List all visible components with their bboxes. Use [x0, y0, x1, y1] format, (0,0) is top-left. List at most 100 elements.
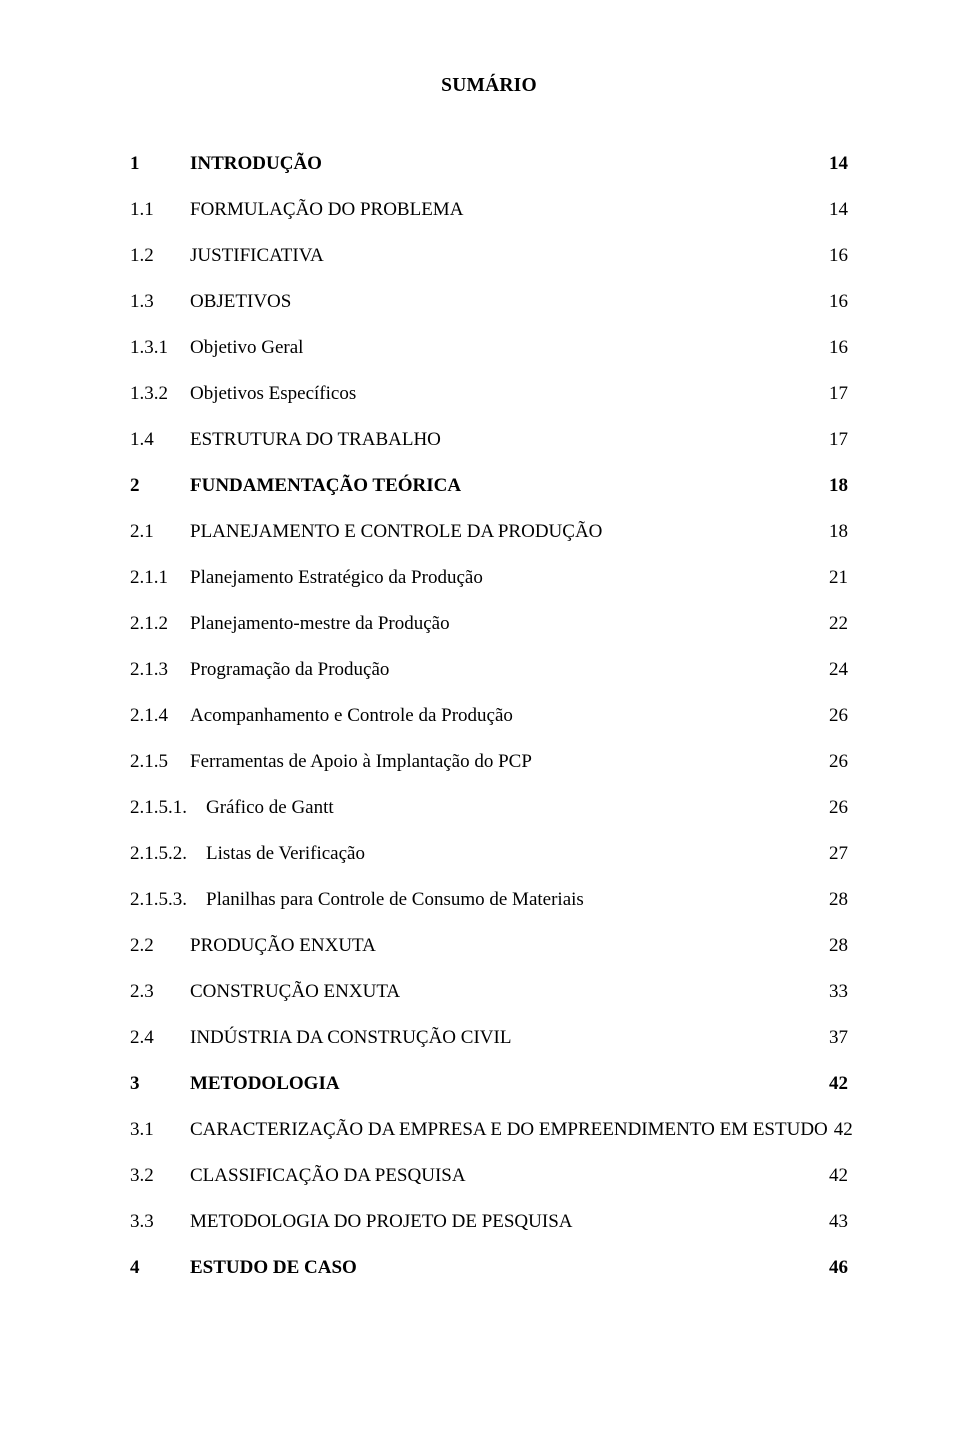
- toc-entry-page: 26: [829, 752, 848, 771]
- toc-entry: 2.1.5Ferramentas de Apoio à Implantação …: [130, 752, 848, 771]
- toc-entry-page: 17: [829, 430, 848, 449]
- toc-entry-label: JUSTIFICATIVA: [190, 246, 324, 265]
- toc-entry-label: CLASSIFICAÇÃO DA PESQUISA: [190, 1166, 466, 1185]
- toc-entry-page: 18: [829, 522, 848, 541]
- toc-entry-number: 2.1.5.1.: [130, 798, 206, 817]
- toc-entry-page: 14: [829, 154, 848, 173]
- toc-entry-page: 16: [829, 338, 848, 357]
- toc-entry-label: PRODUÇÃO ENXUTA: [190, 936, 376, 955]
- toc-entry: 2.3CONSTRUÇÃO ENXUTA 33: [130, 982, 848, 1001]
- toc-entry-label: FORMULAÇÃO DO PROBLEMA: [190, 200, 463, 219]
- toc-entry: 2.1.2Planejamento-mestre da Produção 22: [130, 614, 848, 633]
- toc-entry: 2.1.5.1.Gráfico de Gantt 26: [130, 798, 848, 817]
- toc-entry: 2.4INDÚSTRIA DA CONSTRUÇÃO CIVIL 37: [130, 1028, 848, 1047]
- toc-entry-label: METODOLOGIA: [190, 1074, 340, 1093]
- toc-entry-label: ESTUDO DE CASO: [190, 1258, 357, 1277]
- toc-entry: 2.1.4Acompanhamento e Controle da Produç…: [130, 706, 848, 725]
- toc-entry-number: 1.3: [130, 292, 190, 311]
- toc-entry-label: PLANEJAMENTO E CONTROLE DA PRODUÇÃO: [190, 522, 602, 541]
- toc-entry-label: OBJETIVOS: [190, 292, 291, 311]
- toc-entry-number: 1.3.2: [130, 384, 190, 403]
- toc-entry-number: 3.3: [130, 1212, 190, 1231]
- toc-entry-number: 1.3.1: [130, 338, 190, 357]
- toc-entry-page: 43: [829, 1212, 848, 1231]
- toc-entry-number: 1: [130, 154, 190, 173]
- toc-entry-number: 2.3: [130, 982, 190, 1001]
- toc-entry-label: INDÚSTRIA DA CONSTRUÇÃO CIVIL: [190, 1028, 511, 1047]
- toc-entry-page: 42: [829, 1074, 848, 1093]
- toc-entry-label: METODOLOGIA DO PROJETO DE PESQUISA: [190, 1212, 573, 1231]
- toc-entry-page: 22: [829, 614, 848, 633]
- toc-entry-label: FUNDAMENTAÇÃO TEÓRICA: [190, 476, 461, 495]
- toc-entry-number: 4: [130, 1258, 190, 1277]
- toc-entry: 2.1.5.2.Listas de Verificação 27: [130, 844, 848, 863]
- toc-entry-page: 42: [834, 1120, 853, 1139]
- toc-entry: 3METODOLOGIA 42: [130, 1074, 848, 1093]
- toc-title: SUMÁRIO: [130, 76, 848, 96]
- toc-entry-number: 2.1.5.3.: [130, 890, 206, 909]
- toc-list: 1INTRODUÇÃO141.1FORMULAÇÃO DO PROBLEMA14…: [130, 154, 848, 1277]
- toc-entry-page: 18: [829, 476, 848, 495]
- toc-entry-number: 2.1.1: [130, 568, 190, 587]
- toc-entry: 2.2PRODUÇÃO ENXUTA 28: [130, 936, 848, 955]
- toc-entry: 4ESTUDO DE CASO 46: [130, 1258, 848, 1277]
- toc-entry-label: ESTRUTURA DO TRABALHO: [190, 430, 441, 449]
- toc-entry-page: 16: [829, 246, 848, 265]
- toc-entry-page: 21: [829, 568, 848, 587]
- toc-entry-label: CONSTRUÇÃO ENXUTA: [190, 982, 400, 1001]
- toc-entry-number: 2.1.5: [130, 752, 190, 771]
- toc-entry-number: 2.1.3: [130, 660, 190, 679]
- toc-entry-page: 46: [829, 1258, 848, 1277]
- toc-entry-label: Objetivo Geral: [190, 338, 303, 357]
- toc-entry-page: 33: [829, 982, 848, 1001]
- toc-entry-label: INTRODUÇÃO: [190, 154, 322, 173]
- toc-entry: 1INTRODUÇÃO 14: [130, 154, 848, 173]
- toc-entry-label: Objetivos Específicos: [190, 384, 356, 403]
- toc-entry-page: 28: [829, 890, 848, 909]
- toc-entry-page: 28: [829, 936, 848, 955]
- toc-entry-page: 16: [829, 292, 848, 311]
- toc-entry: 3.2CLASSIFICAÇÃO DA PESQUISA 42: [130, 1166, 848, 1185]
- toc-entry-number: 2: [130, 476, 190, 495]
- toc-entry-page: 26: [829, 798, 848, 817]
- toc-entry-label: Acompanhamento e Controle da Produção: [190, 706, 513, 725]
- toc-entry-label: Planilhas para Controle de Consumo de Ma…: [206, 890, 584, 909]
- toc-entry-label: Planejamento Estratégico da Produção: [190, 568, 483, 587]
- toc-entry-number: 3: [130, 1074, 190, 1093]
- toc-entry: 2.1.5.3.Planilhas para Controle de Consu…: [130, 890, 848, 909]
- toc-entry: 2.1.1Planejamento Estratégico da Produçã…: [130, 568, 848, 587]
- toc-entry-number: 2.1.5.2.: [130, 844, 206, 863]
- toc-entry-number: 2.2: [130, 936, 190, 955]
- toc-entry-label: Programação da Produção: [190, 660, 389, 679]
- toc-entry-page: 27: [829, 844, 848, 863]
- toc-entry: 1.3OBJETIVOS 16: [130, 292, 848, 311]
- toc-entry-number: 2.4: [130, 1028, 190, 1047]
- toc-entry: 1.2JUSTIFICATIVA 16: [130, 246, 848, 265]
- toc-entry: 3.3METODOLOGIA DO PROJETO DE PESQUISA 43: [130, 1212, 848, 1231]
- toc-entry: 1.1FORMULAÇÃO DO PROBLEMA14: [130, 200, 848, 219]
- toc-entry-number: 3.1: [130, 1120, 190, 1139]
- toc-entry-number: 1.4: [130, 430, 190, 449]
- toc-entry: 1.3.1Objetivo Geral 16: [130, 338, 848, 357]
- toc-entry-number: 2.1.2: [130, 614, 190, 633]
- toc-entry-label: Gráfico de Gantt: [206, 798, 334, 817]
- toc-entry-label: CARACTERIZAÇÃO DA EMPRESA E DO EMPREENDI…: [190, 1120, 828, 1139]
- toc-entry: 2.1.3Programação da Produção 24: [130, 660, 848, 679]
- toc-entry-number: 2.1: [130, 522, 190, 541]
- toc-entry-page: 17: [829, 384, 848, 403]
- toc-entry-page: 42: [829, 1166, 848, 1185]
- toc-entry-label: Planejamento-mestre da Produção: [190, 614, 450, 633]
- toc-entry-number: 2.1.4: [130, 706, 190, 725]
- toc-entry-page: 26: [829, 706, 848, 725]
- toc-entry-label: Ferramentas de Apoio à Implantação do PC…: [190, 752, 532, 771]
- toc-entry-label: Listas de Verificação: [206, 844, 365, 863]
- toc-entry-page: 24: [829, 660, 848, 679]
- page: SUMÁRIO 1INTRODUÇÃO141.1FORMULAÇÃO DO PR…: [0, 0, 960, 1442]
- toc-entry-number: 1.2: [130, 246, 190, 265]
- toc-entry: 3.1CARACTERIZAÇÃO DA EMPRESA E DO EMPREE…: [130, 1120, 848, 1139]
- toc-entry-page: 37: [829, 1028, 848, 1047]
- toc-entry: 2FUNDAMENTAÇÃO TEÓRICA 18: [130, 476, 848, 495]
- toc-entry-page: 14: [829, 200, 848, 219]
- toc-entry: 2.1PLANEJAMENTO E CONTROLE DA PRODUÇÃO 18: [130, 522, 848, 541]
- toc-entry-number: 3.2: [130, 1166, 190, 1185]
